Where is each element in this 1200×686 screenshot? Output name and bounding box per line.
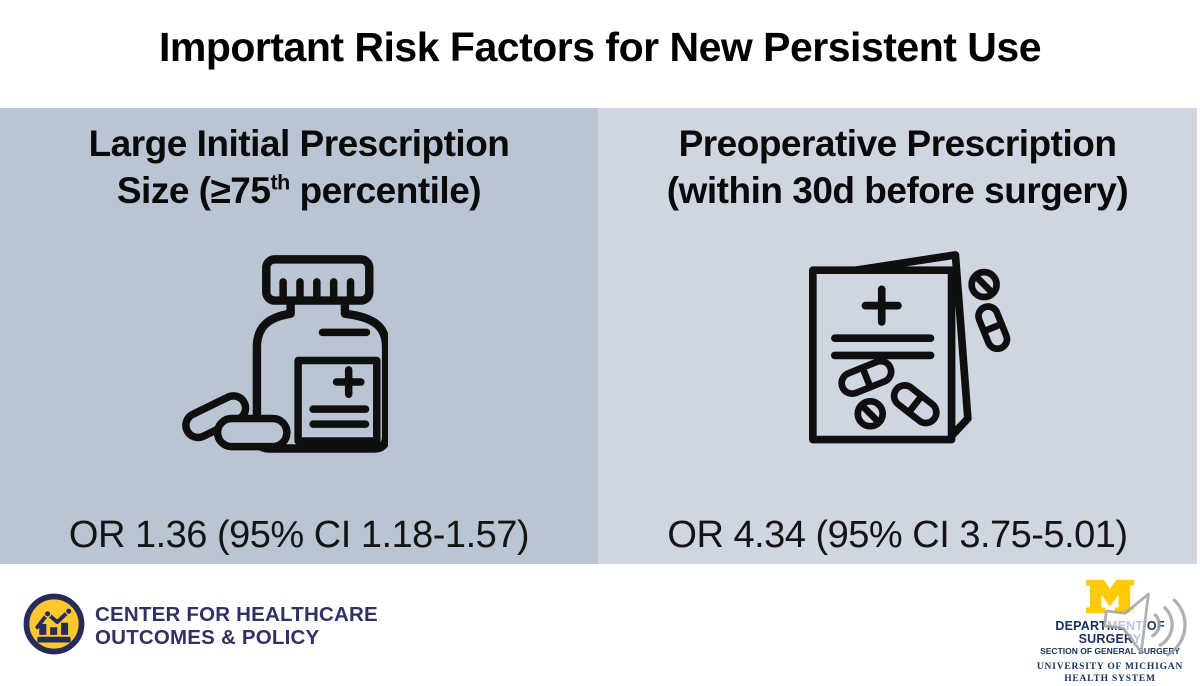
panel-title-left-sup: th [270, 171, 289, 195]
panel-title-right-line2: (within 30d before surgery) [667, 170, 1128, 211]
prescription-pad-icon [620, 250, 1200, 456]
risk-factor-panels: Large Initial Prescription Size (≥75th p… [0, 108, 1200, 564]
bar-line-chart-icon [22, 592, 86, 661]
chop-line1: CENTER FOR HEALTHCARE [95, 604, 378, 627]
panel-title-left-line1: Large Initial Prescription [89, 123, 510, 164]
chop-line2: OUTCOMES & POLICY [95, 627, 378, 650]
panel-title-left: Large Initial Prescription Size (≥75th p… [0, 121, 598, 215]
panel-title-left-line2-end: percentile) [290, 170, 481, 211]
odds-ratio-right: OR 4.34 (95% CI 3.75-5.01) [598, 514, 1197, 557]
page-title: Important Risk Factors for New Persisten… [0, 24, 1200, 71]
panel-title-left-line2: Size (≥75 [117, 170, 271, 211]
panel-large-initial-prescription: Large Initial Prescription Size (≥75th p… [0, 108, 598, 564]
panel-title-right: Preoperative Prescription (within 30d be… [598, 121, 1197, 215]
panel-preoperative-prescription: Preoperative Prescription (within 30d be… [598, 108, 1197, 564]
odds-ratio-left: OR 1.36 (95% CI 1.18-1.57) [0, 514, 598, 557]
pill-bottle-icon [0, 250, 584, 456]
panel-title-right-line1: Preoperative Prescription [679, 123, 1117, 164]
chop-logo-text: CENTER FOR HEALTHCARE OUTCOMES & POLICY [95, 604, 378, 650]
chop-logo: CENTER FOR HEALTHCARE OUTCOMES & POLICY [22, 592, 378, 661]
speaker-audio-icon [1088, 581, 1192, 676]
